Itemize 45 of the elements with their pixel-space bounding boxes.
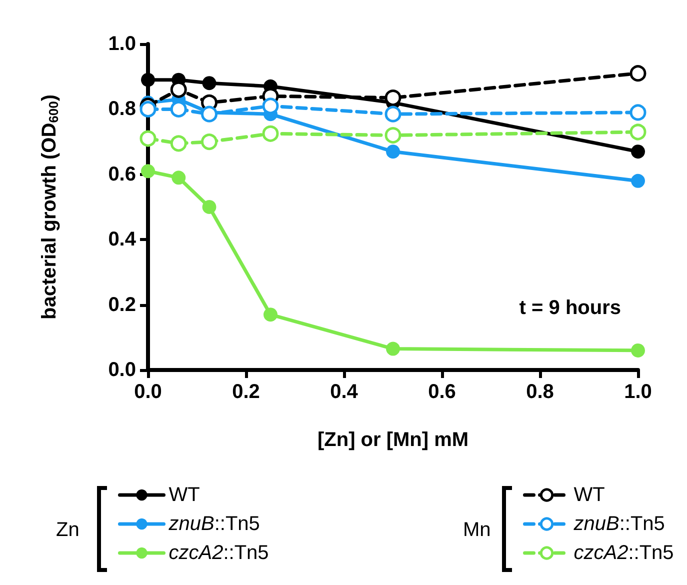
x-tick-label: 0.0	[134, 381, 162, 403]
point	[170, 135, 187, 152]
point	[140, 100, 156, 118]
point	[384, 127, 402, 144]
y-tick-label: 0.0	[108, 359, 136, 381]
point	[262, 125, 279, 142]
y-tick-label: 1.0	[108, 33, 136, 55]
point	[386, 144, 400, 159]
point	[141, 164, 155, 178]
x-tick-label: 0.6	[428, 381, 456, 403]
x-tick-label: 0.2	[232, 381, 260, 403]
point	[141, 72, 155, 87]
point	[172, 170, 186, 185]
legend-label: czcA2::Tn5	[574, 542, 674, 564]
point	[630, 65, 646, 82]
legend-label: WT	[574, 484, 605, 506]
point	[630, 104, 646, 121]
point	[630, 124, 646, 140]
y-tick-label: 0.2	[108, 294, 136, 316]
y-tick-label: 0.8	[108, 98, 136, 120]
x-tick-label: 1.0	[624, 381, 652, 403]
x-tick-label: 0.4	[330, 381, 359, 403]
legend-label: WT	[168, 484, 200, 506]
point	[384, 106, 402, 122]
point	[631, 144, 645, 159]
annotation: t = 9 hours	[519, 297, 622, 319]
point	[264, 308, 278, 322]
legend-label: znuB::Tn5	[572, 513, 665, 535]
y-tick-label: 0.6	[108, 163, 136, 186]
legend-label: czcA2::Tn5	[168, 542, 269, 564]
y-axis-title: bacterial growth (OD600)	[38, 94, 61, 320]
point	[140, 130, 156, 147]
y-tick-label: 0.4	[108, 228, 137, 251]
x-axis-title: [Zn] or [Mn] mM	[317, 429, 469, 451]
point	[202, 76, 216, 90]
legend-label: znuB::Tn5	[168, 513, 260, 535]
x-tick-label: 0.8	[526, 381, 554, 403]
text: Mn	[463, 519, 491, 541]
point	[631, 343, 645, 358]
text: Zn	[56, 519, 80, 541]
point	[386, 342, 400, 356]
point	[201, 134, 218, 150]
point	[631, 174, 645, 188]
point	[201, 106, 218, 122]
point	[202, 200, 216, 214]
